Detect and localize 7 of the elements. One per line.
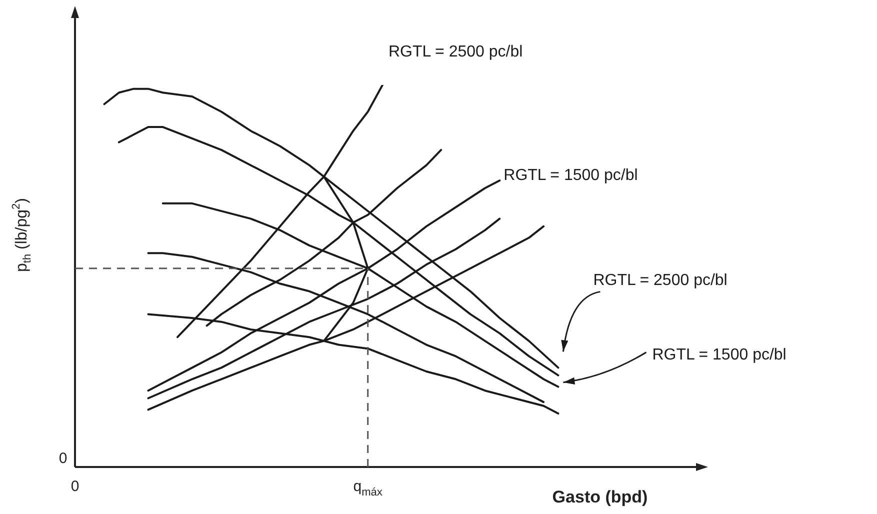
series-label: RGTL = 1500 pc/bl (504, 166, 638, 184)
y-axis-title: pth (lb/pg2) (10, 198, 34, 272)
text: RGTL = 1500 pc/bl (652, 346, 786, 364)
text: RGTL = 2500 pc/bl (593, 272, 728, 290)
text: 0 (58, 450, 68, 468)
series-label: RGTL = 2500 pc/bl (388, 43, 523, 60)
x-axis-title: Gasto (bpd) (552, 488, 648, 507)
